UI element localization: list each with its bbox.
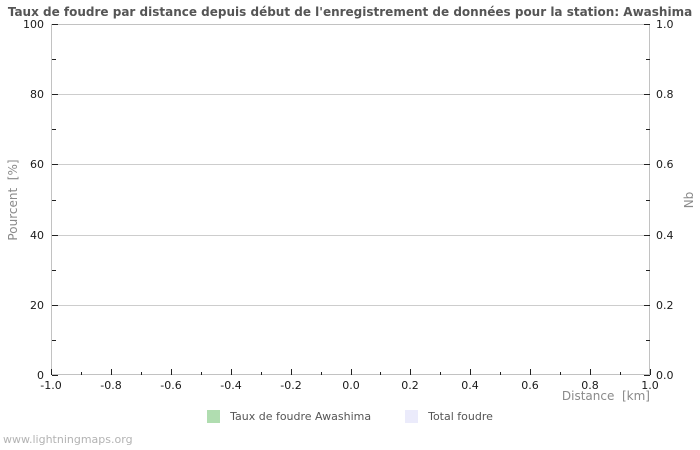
- gridline: [52, 94, 650, 95]
- x-axis-tick-label: -0.8: [100, 379, 122, 392]
- x-axis-tick-label: 1.0: [641, 379, 659, 392]
- gridline: [52, 164, 650, 165]
- y-axis-tick-label-right: 1.0: [656, 18, 674, 31]
- x-axis-major-tick: [171, 369, 172, 375]
- y-axis-label-right: Nb: [682, 191, 696, 209]
- x-axis-minor-tick: [201, 372, 202, 375]
- y-axis-minor-tick: [646, 129, 650, 130]
- x-axis-tick-label: 0.6: [521, 379, 539, 392]
- y-axis-tick-label-left: 40: [30, 229, 44, 242]
- x-axis-tick-label: -0.2: [280, 379, 302, 392]
- legend-swatch-icon: [207, 410, 221, 423]
- x-axis-major-tick: [650, 369, 651, 375]
- gridline: [52, 305, 650, 306]
- x-axis-major-tick: [231, 369, 232, 375]
- watermark: www.lightningmaps.org: [3, 433, 133, 446]
- y-axis-major-tick: [52, 375, 58, 376]
- y-axis-major-tick: [52, 94, 58, 95]
- legend: Taux de foudre Awashima Total foudre: [0, 410, 700, 423]
- x-axis-minor-tick: [81, 372, 82, 375]
- y-axis-major-tick: [644, 164, 650, 165]
- y-axis-minor-tick: [646, 340, 650, 341]
- y-axis-minor-tick: [52, 129, 56, 130]
- x-axis-tick-label: 0.4: [461, 379, 479, 392]
- legend-label: Total foudre: [428, 410, 493, 423]
- y-axis-tick-label-right: 0.6: [656, 158, 674, 171]
- gridline: [52, 235, 650, 236]
- x-axis-major-tick: [530, 369, 531, 375]
- y-axis-minor-tick: [52, 59, 56, 60]
- y-axis-tick-label-left: 60: [30, 158, 44, 171]
- x-axis-minor-tick: [620, 372, 621, 375]
- x-axis-major-tick: [351, 369, 352, 375]
- y-axis-major-tick: [52, 305, 58, 306]
- y-axis-major-tick: [52, 24, 58, 25]
- y-axis-major-tick: [52, 164, 58, 165]
- x-axis-minor-tick: [261, 372, 262, 375]
- x-axis-tick-label: 0.0: [342, 379, 360, 392]
- y-axis-tick-label-left: 80: [30, 88, 44, 101]
- y-axis-major-tick: [644, 24, 650, 25]
- x-axis-tick-label: -1.0: [40, 379, 62, 392]
- x-axis-minor-tick: [560, 372, 561, 375]
- x-axis-tick-label: -0.6: [160, 379, 182, 392]
- x-axis-major-tick: [470, 369, 471, 375]
- y-axis-minor-tick: [646, 270, 650, 271]
- x-axis-major-tick: [590, 369, 591, 375]
- y-axis-minor-tick: [52, 340, 56, 341]
- y-axis-tick-label-left: 20: [30, 299, 44, 312]
- x-axis-minor-tick: [500, 372, 501, 375]
- x-axis-tick-label: -0.4: [220, 379, 242, 392]
- x-axis-label: Distance [km]: [561, 389, 650, 403]
- y-axis-tick-label-left: 100: [23, 18, 44, 31]
- chart-title: Taux de foudre par distance depuis début…: [7, 5, 693, 19]
- legend-label: Taux de foudre Awashima: [230, 410, 372, 423]
- y-axis-tick-label-left: 0: [37, 369, 44, 382]
- y-axis-label-left: Pourcent [%]: [6, 159, 20, 241]
- y-axis-major-tick: [644, 235, 650, 236]
- legend-item: Total foudre: [405, 410, 493, 423]
- x-axis-major-tick: [51, 369, 52, 375]
- x-axis-major-tick: [111, 369, 112, 375]
- y-axis-tick-label-right: 0.4: [656, 229, 674, 242]
- y-axis-minor-tick: [646, 200, 650, 201]
- x-axis-major-tick: [291, 369, 292, 375]
- y-axis-major-tick: [644, 375, 650, 376]
- x-axis-minor-tick: [321, 372, 322, 375]
- y-axis-minor-tick: [52, 200, 56, 201]
- legend-swatch-icon: [405, 410, 419, 423]
- y-axis-minor-tick: [646, 59, 650, 60]
- x-axis-tick-label: 0.8: [581, 379, 599, 392]
- y-axis-major-tick: [52, 235, 58, 236]
- legend-item: Taux de foudre Awashima: [207, 410, 371, 423]
- x-axis-minor-tick: [380, 372, 381, 375]
- y-axis-major-tick: [644, 94, 650, 95]
- y-axis-tick-label-right: 0.8: [656, 88, 674, 101]
- y-axis-minor-tick: [52, 270, 56, 271]
- x-axis-major-tick: [410, 369, 411, 375]
- x-axis-minor-tick: [141, 372, 142, 375]
- x-axis-minor-tick: [440, 372, 441, 375]
- y-axis-major-tick: [644, 305, 650, 306]
- x-axis-tick-label: 0.2: [401, 379, 419, 392]
- y-axis-tick-label-right: 0.0: [656, 369, 674, 382]
- plot-area: [51, 24, 650, 375]
- y-axis-tick-label-right: 0.2: [656, 299, 674, 312]
